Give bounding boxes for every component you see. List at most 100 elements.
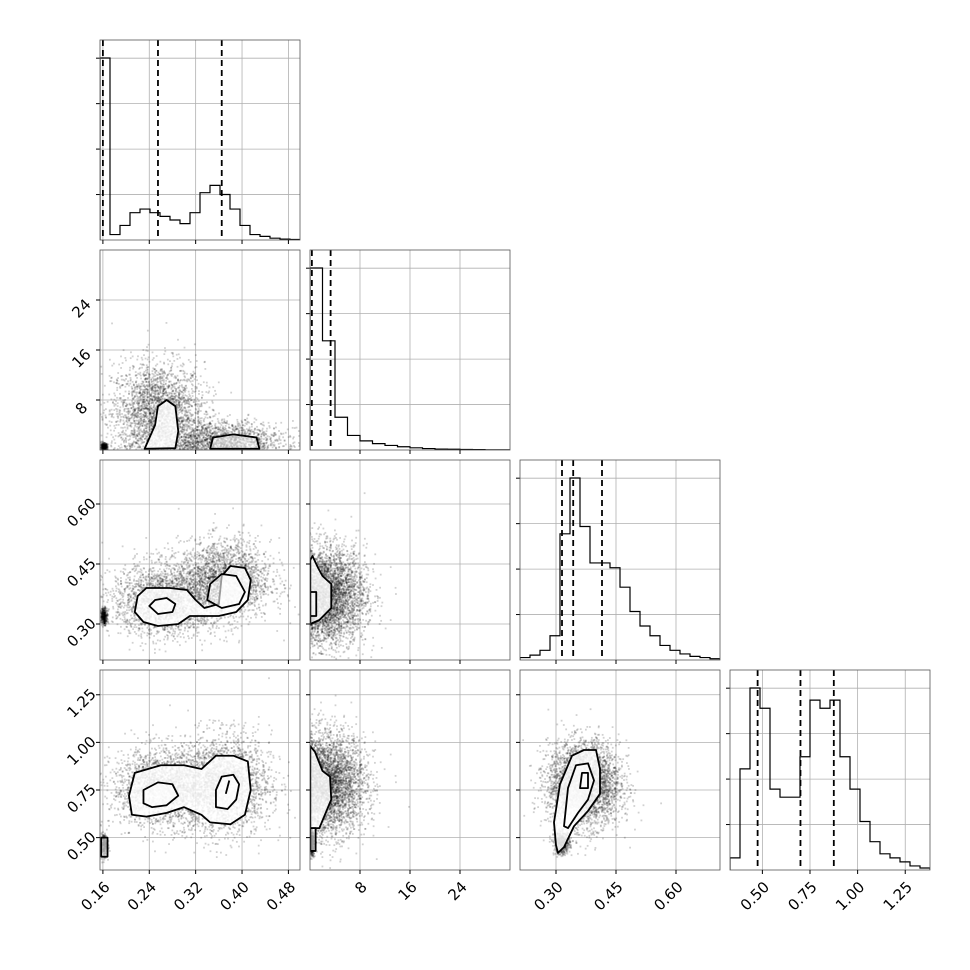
sample-point: [143, 420, 146, 423]
sample-point: [102, 446, 105, 448]
sample-point: [143, 411, 146, 413]
sample-point: [209, 437, 212, 439]
sample-point: [210, 438, 212, 441]
sample-point: [195, 437, 198, 439]
sample-point: [190, 418, 193, 420]
sample-point: [102, 444, 105, 447]
sample-point: [131, 414, 134, 417]
sample-point: [166, 385, 169, 388]
sample-point: [176, 408, 178, 411]
sample-point: [130, 422, 133, 425]
sample-point: [202, 589, 205, 592]
sample-point: [126, 573, 129, 576]
sample-point: [125, 439, 127, 442]
sample-point: [177, 379, 179, 382]
sample-point: [145, 384, 147, 387]
sample-point: [116, 408, 119, 411]
sample-point: [140, 409, 143, 412]
sample-point: [181, 439, 184, 441]
sample-point: [151, 424, 153, 427]
sample-point: [171, 385, 174, 387]
sample-point: [105, 444, 108, 447]
sample-point: [132, 365, 135, 368]
sample-point: [205, 445, 208, 448]
sample-point: [152, 399, 154, 402]
sample-point: [100, 596, 103, 599]
sample-point: [214, 432, 217, 435]
sample-point: [244, 430, 246, 433]
sample-point: [189, 419, 191, 422]
sample-point: [213, 430, 216, 433]
sample-point: [170, 351, 173, 354]
sample-point: [106, 444, 109, 447]
sample-point: [104, 446, 107, 449]
sample-point: [175, 381, 178, 384]
sample-point: [260, 433, 263, 435]
sample-point: [176, 358, 179, 360]
sample-point: [203, 442, 206, 445]
sample-point: [126, 599, 129, 602]
sample-point: [221, 429, 224, 432]
sample-point: [103, 445, 106, 447]
sample-point: [140, 404, 143, 407]
sample-point: [156, 405, 158, 408]
sample-point: [223, 420, 226, 422]
sample-point: [156, 379, 158, 382]
sample-point: [210, 435, 213, 437]
sample-point: [178, 438, 181, 441]
sample-point: [249, 432, 252, 435]
sample-point: [165, 394, 168, 397]
sample-point: [189, 423, 192, 426]
sample-point: [105, 443, 108, 445]
sample-point: [179, 448, 181, 450]
sample-point: [104, 442, 106, 444]
sample-point: [132, 413, 135, 416]
sample-point: [143, 429, 145, 432]
sample-point: [170, 369, 173, 371]
sample-point: [170, 580, 173, 583]
sample-point: [195, 360, 198, 362]
sample-point: [303, 447, 305, 449]
sample-point: [181, 408, 184, 411]
sample-point: [191, 374, 193, 377]
sample-point: [247, 413, 250, 416]
sample-point: [148, 391, 150, 394]
sample-point: [244, 432, 247, 435]
sample-point: [100, 448, 101, 450]
sample-point: [152, 378, 155, 381]
sample-point: [223, 418, 226, 421]
sample-point: [229, 414, 231, 416]
sample-point: [209, 628, 212, 631]
sample-point: [197, 441, 199, 444]
sample-point: [151, 425, 154, 428]
sample-point: [128, 402, 131, 405]
sample-point: [204, 436, 207, 439]
sample-point: [124, 446, 127, 449]
sample-point: [253, 421, 256, 424]
sample-point: [168, 385, 171, 388]
sample-point: [146, 422, 149, 425]
sample-point: [100, 444, 102, 447]
sample-point: [260, 437, 263, 440]
sample-point: [264, 433, 267, 436]
sample-point: [153, 419, 156, 422]
sample-point: [200, 441, 203, 443]
sample-point: [158, 401, 161, 404]
sample-point: [157, 385, 159, 388]
sample-point: [154, 384, 157, 387]
sample-point: [102, 445, 105, 448]
sample-point: [162, 372, 165, 375]
sample-point: [159, 368, 162, 371]
sample-point: [142, 398, 145, 401]
sample-point: [171, 573, 173, 576]
sample-point: [209, 435, 212, 438]
sample-point: [214, 389, 216, 392]
sample-point: [182, 428, 185, 431]
sample-point: [189, 447, 191, 450]
sample-point: [122, 598, 125, 601]
sample-point: [152, 375, 155, 378]
sample-point: [197, 567, 200, 570]
sample-point: [238, 432, 241, 434]
sample-point: [224, 421, 227, 424]
sample-point: [135, 567, 138, 570]
